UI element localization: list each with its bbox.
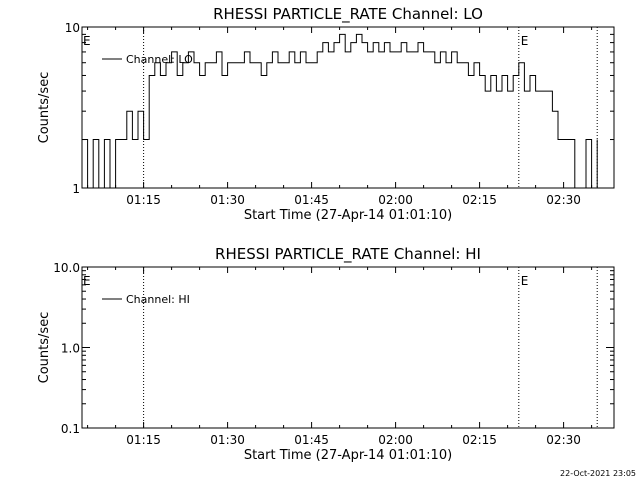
x-tick-label: 02:00 (378, 433, 413, 447)
x-tick-label: 01:45 (294, 193, 329, 207)
y-tick-label: 10.0 (53, 261, 80, 275)
x-tick-label: 01:15 (126, 193, 161, 207)
x-tick-label: 01:15 (126, 433, 161, 447)
y-axis-label: Counts/sec (37, 312, 52, 384)
y-tick-label: 1 (72, 182, 80, 196)
x-tick-label: 01:30 (210, 193, 245, 207)
x-tick-label: 01:45 (294, 433, 329, 447)
chart-title: RHESSI PARTICLE_RATE Channel: HI (215, 245, 481, 264)
y-tick-label: 10 (65, 21, 80, 35)
x-tick-label: 02:15 (462, 193, 497, 207)
series-line (82, 33, 598, 189)
y-axis-label: Counts/sec (37, 72, 52, 144)
x-tick-label: 02:30 (546, 433, 581, 447)
corner-label: E (83, 274, 91, 288)
corner-label: E (83, 34, 91, 48)
x-tick-label: 02:30 (546, 193, 581, 207)
legend-label: Channel: HI (126, 293, 190, 306)
x-tick-label: 02:00 (378, 193, 413, 207)
legend-label: Channel: LO (126, 53, 193, 66)
chart-title: RHESSI PARTICLE_RATE Channel: LO (213, 5, 483, 24)
vline-label: E (521, 34, 529, 48)
x-tick-label: 02:15 (462, 433, 497, 447)
y-tick-label: 1.0 (61, 342, 80, 356)
panel-lo: RHESSI PARTICLE_RATE Channel: LO 01:15 01:… (37, 5, 615, 223)
footer-timestamp: 22-Oct-2021 23:05 (560, 469, 636, 478)
x-axis-label: Start Time (27-Apr-14 01:01:10) (244, 448, 452, 463)
panel-hi: RHESSI PARTICLE_RATE Channel: HI 01:15 01:… (37, 245, 615, 463)
y-tick-label: 0.1 (61, 422, 80, 436)
plot-frame (81, 266, 615, 429)
vline-label: E (521, 274, 529, 288)
plot-frame (81, 26, 615, 189)
x-tick-label: 01:30 (210, 433, 245, 447)
x-axis-label: Start Time (27-Apr-14 01:01:10) (244, 208, 452, 223)
